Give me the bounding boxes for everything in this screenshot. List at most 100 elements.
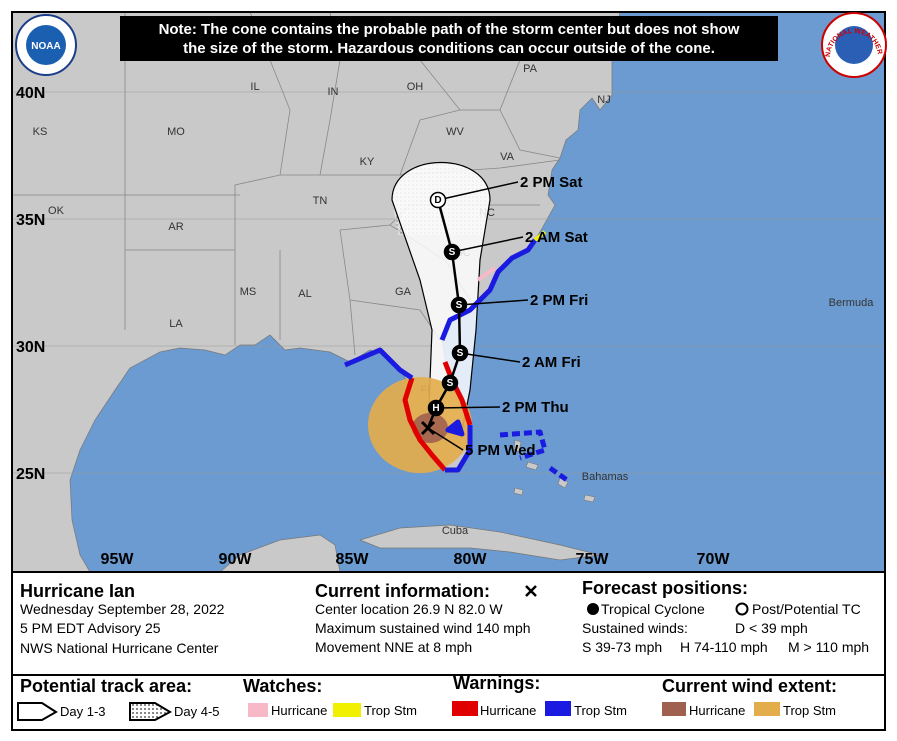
noaa-logo: NOAA [15,14,77,76]
swatch [754,702,780,716]
positions-winds: Sustained winds: [582,620,688,636]
current-line: Movement NNE at 8 mph [315,639,472,655]
forecast-letter: S [447,378,454,389]
lat-label: 30N [16,339,45,356]
noaa-text: NOAA [31,41,60,52]
place-label: Bermuda [829,297,875,309]
state-label: IL [250,81,259,93]
state-label: LA [169,318,183,330]
forecast-letter: S [456,300,463,311]
place-label: Cuba [442,525,469,537]
state-label: IN [328,86,339,98]
state-label: PA [523,63,538,75]
forecast-point [443,243,461,261]
storm-center: NWS National Hurricane Center [20,640,219,656]
day13-icon [17,702,58,721]
note-line: the size of the storm. Hazardous conditi… [183,40,715,57]
positions-d: D < 39 mph [735,620,808,636]
state-label: OH [407,81,424,93]
forecast-point [450,296,468,314]
lon-label: 70W [697,551,731,568]
legend-item: Trop Stm [574,703,627,718]
legend-header: Current wind extent: [662,676,837,696]
positions-h: H 74-110 mph [680,639,768,655]
state-label: KS [33,126,48,138]
legend-panel [11,674,886,731]
state-label: AL [298,288,311,300]
legend-header: Potential track area: [20,676,192,696]
state-label: GA [395,286,412,298]
state-label: MO [167,126,185,138]
lon-label: 75W [576,551,610,568]
forecast-time: 2 PM Sat [520,174,583,191]
tc-icon [587,603,599,615]
ptc-icon [735,602,749,616]
swatch [545,701,571,716]
forecast-point [427,399,445,417]
state-label: AR [168,221,183,233]
legend-item: Trop Stm [364,703,417,718]
state-label: WV [446,126,464,138]
lon-label: 90W [219,551,253,568]
forecast-letter: H [432,403,439,414]
storm-date: Wednesday September 28, 2022 [20,601,225,617]
legend-item: Hurricane [480,703,536,718]
swatch [452,701,478,716]
current-icon [525,585,537,597]
legend-item: Trop Stm [783,703,836,718]
cuba [358,524,601,561]
state-label: NJ [597,94,610,106]
time-leaders [427,181,529,451]
legend-item: Day 4-5 [174,704,220,719]
current-position [420,420,436,436]
bahamas [513,439,596,503]
map: IL IN OH PA NJ KS MO KY WV VA OK AR TN N… [12,12,885,572]
swatch [248,703,268,717]
state-label: TN [313,195,328,207]
current-line: Maximum sustained wind 140 mph [315,620,531,636]
current-header: Current information: [315,581,490,601]
forecast-point [441,374,459,392]
day45-icon [129,702,173,721]
state-label: MS [240,286,257,298]
legend-item: Hurricane [689,703,745,718]
positions-tc: Tropical Cyclone [601,601,705,617]
legend-item: Day 1-3 [60,704,106,719]
lon-label: 95W [101,551,135,568]
lat-label: 40N [16,85,45,102]
forecast-letter: D [434,195,441,206]
lat-label: 25N [16,466,45,483]
positions-s: S 39-73 mph [582,639,662,655]
lon-label: 80W [454,551,488,568]
note-box [120,16,778,61]
warnings [344,230,569,483]
forecast-time: 5 PM Wed [465,442,536,459]
forecast-time: 2 AM Sat [525,229,588,246]
forecast-letter: S [449,247,456,258]
forecast-point [429,191,447,209]
forecast-time: 2 PM Fri [530,292,588,309]
state-label: VA [500,151,515,163]
forecast-times: 5 PM Wed 2 PM Thu 2 AM Fri 2 PM Fri 2 AM Sat… [465,174,588,459]
forecast-points: H S S S S D [427,191,469,417]
swatch [333,703,361,717]
note-line: Note: The cone contains the probable pat… [159,21,740,38]
state-label: KY [360,156,375,168]
forecast-point [451,344,469,362]
positions-ptc: Post/Potential TC [752,601,861,617]
current-line: Center location 26.9 N 82.0 W [315,601,503,617]
forecast-letter: S [457,348,464,359]
positions-header: Forecast positions: [582,578,748,598]
lon-label: 85W [336,551,370,568]
storm-name: Hurricane Ian [20,581,135,601]
forecast-time: 2 AM Fri [522,354,581,371]
forecast-time: 2 PM Thu [502,399,569,416]
legend-header: Warnings: [453,673,540,693]
state-label: OK [48,205,65,217]
place-label: Bahamas [582,471,629,483]
legend-header: Watches: [243,676,322,696]
legend-item: Hurricane [271,703,327,718]
swatch [662,702,686,716]
storm-advisory: 5 PM EDT Advisory 25 [20,620,161,636]
